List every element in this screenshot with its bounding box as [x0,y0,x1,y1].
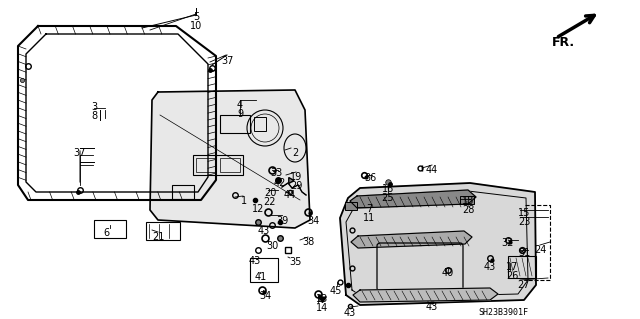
Text: 36: 36 [364,173,376,183]
Text: 34: 34 [259,291,271,301]
Text: 3: 3 [91,102,97,112]
Text: 38: 38 [302,237,314,247]
Text: 23: 23 [518,217,530,227]
Text: 43: 43 [484,262,496,272]
Text: 32: 32 [502,238,514,248]
Text: 44: 44 [284,190,296,200]
Text: 35: 35 [289,257,301,267]
Bar [193,155,243,175]
Bar [220,158,240,172]
Text: 19: 19 [290,172,302,182]
Text: 6: 6 [103,228,109,238]
Text: 43: 43 [249,256,261,266]
Text: 43: 43 [426,302,438,312]
Polygon shape [351,231,472,248]
Text: 12: 12 [252,204,264,214]
Text: 37: 37 [74,148,86,158]
Text: 43: 43 [344,308,356,318]
Bar [508,256,536,278]
Bar [254,117,266,131]
Text: 34: 34 [307,216,319,226]
Text: 22: 22 [264,197,276,207]
Bar [94,220,126,238]
Bar [250,258,278,282]
Text: 30: 30 [266,241,278,251]
Text: 5: 5 [193,12,199,22]
Bar [345,202,357,210]
Text: 25: 25 [381,193,394,203]
Text: 4: 4 [237,100,243,110]
Text: 14: 14 [316,303,328,313]
Text: 31: 31 [518,248,530,258]
Text: 41: 41 [255,272,267,282]
Text: 24: 24 [534,245,546,255]
Bar [146,222,180,240]
Text: 42: 42 [274,178,286,188]
Text: 21: 21 [152,232,164,242]
Text: FR.: FR. [552,36,575,49]
Text: 17: 17 [506,262,518,272]
Text: 37: 37 [222,56,234,66]
Polygon shape [340,183,536,305]
Text: 26: 26 [506,271,518,281]
Polygon shape [150,90,310,228]
Text: 10: 10 [190,21,202,31]
Text: 9: 9 [237,109,243,119]
Text: 8: 8 [91,111,97,121]
Text: 7: 7 [366,204,372,214]
Text: 18: 18 [462,196,474,206]
Text: 27: 27 [518,280,531,290]
Bar [460,196,474,204]
Bar [220,115,250,133]
Text: 43: 43 [258,226,270,236]
Polygon shape [350,190,476,208]
Text: 16: 16 [382,184,394,194]
Text: 11: 11 [363,213,375,223]
Text: SH23B3901F: SH23B3901F [478,308,528,317]
Text: 44: 44 [426,165,438,175]
Bar [172,185,194,199]
Text: 45: 45 [330,286,342,296]
Text: 1: 1 [241,196,247,206]
Text: 29: 29 [290,181,302,191]
Text: 13: 13 [316,294,328,304]
Bar [196,158,216,172]
Text: 28: 28 [462,205,474,215]
Text: 33: 33 [270,168,282,178]
Text: 39: 39 [276,216,288,226]
Text: 15: 15 [518,208,530,218]
Text: 40: 40 [442,268,454,278]
Text: 2: 2 [292,148,298,158]
Text: 20: 20 [264,188,276,198]
Polygon shape [353,288,498,302]
